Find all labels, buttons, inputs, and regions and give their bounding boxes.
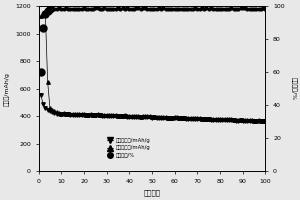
Y-axis label: 比容量/mAh/g: 比容量/mAh/g	[4, 72, 10, 106]
Point	[47, 8, 52, 11]
Point	[38, 71, 43, 74]
Point	[41, 26, 46, 29]
Legend: 充电比容量/mAh/g, 放电比容量/mAh/g, 库伦效率/%: 充电比容量/mAh/g, 放电比容量/mAh/g, 库伦效率/%	[105, 136, 152, 160]
X-axis label: 循环次数: 循环次数	[143, 189, 161, 196]
Point	[43, 13, 48, 16]
Y-axis label: 库伦效率/%: 库伦效率/%	[290, 77, 296, 100]
Point	[45, 10, 50, 13]
